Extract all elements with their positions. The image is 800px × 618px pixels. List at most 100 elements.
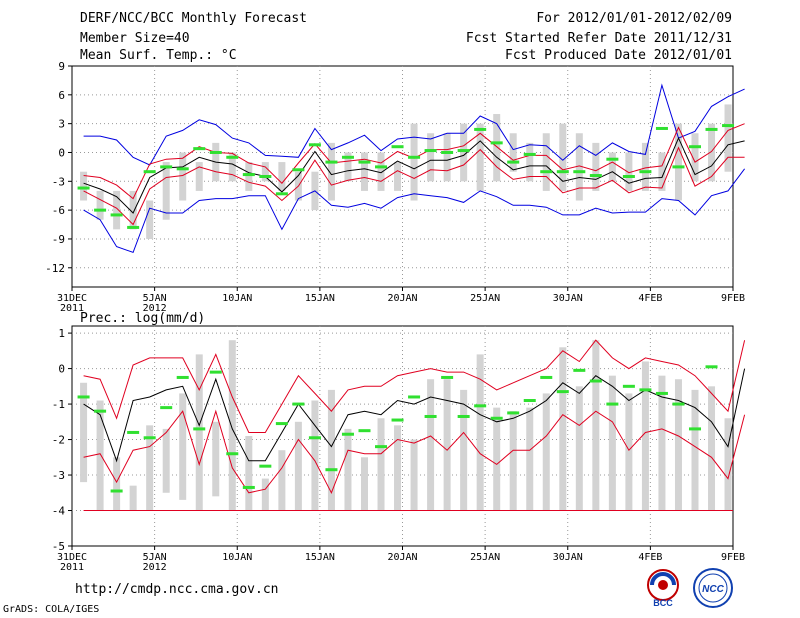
median-mark (375, 445, 388, 449)
median-mark (523, 399, 536, 403)
ensemble-box (212, 421, 220, 497)
grads-credit: GrADS: COLA/IGES (3, 604, 100, 615)
x-tick-label: 9FEB (721, 293, 745, 304)
ensemble-box (509, 133, 517, 172)
y-tick-label: 6 (58, 89, 65, 102)
y-tick-label: -9 (52, 233, 65, 246)
x-tick-label: 4FEB (638, 552, 662, 563)
ensemble-box (427, 379, 435, 511)
median-mark (176, 375, 189, 379)
x-tick-label: 9FEB (721, 552, 745, 563)
ncc-logo-text: NCC (702, 584, 724, 595)
median-mark (127, 430, 140, 434)
median-mark (193, 147, 206, 151)
ensemble-box (228, 340, 236, 511)
x-tick-label: 30JAN (553, 293, 583, 304)
median-mark (160, 406, 173, 410)
ensemble-box (592, 142, 600, 191)
median-mark (474, 127, 487, 131)
ensemble-box (195, 162, 203, 191)
median-mark (441, 375, 454, 379)
y-tick-label: 0 (58, 363, 65, 376)
x-tick-label: 15JAN (305, 293, 335, 304)
y-tick-label: 3 (58, 118, 65, 131)
y-tick-label: -6 (52, 204, 65, 217)
ensemble-box (394, 162, 402, 191)
ensemble-box (179, 152, 187, 201)
median-mark (110, 489, 123, 493)
median-mark (275, 192, 288, 196)
lower-spread-line (83, 146, 745, 226)
ensemble-box (641, 142, 649, 191)
ensemble-box (575, 386, 583, 511)
median-mark (375, 165, 388, 169)
forecast-started: Fcst Started Refer Date 2011/12/31 (465, 31, 732, 46)
median-mark (457, 149, 470, 153)
ensemble-box (674, 123, 682, 201)
ensemble-box (509, 411, 517, 511)
ensemble-box (575, 133, 583, 201)
median-mark (722, 124, 735, 128)
ensemble-box (129, 190, 137, 230)
ensemble-box (641, 361, 649, 511)
median-mark (77, 186, 90, 190)
ensemble-box (228, 152, 236, 182)
ensemble-box (493, 407, 501, 511)
upper-spread-line (83, 339, 746, 433)
median-mark (259, 175, 272, 178)
median-mark (127, 225, 140, 229)
variable-label: Mean Surf. Temp.: °C (80, 48, 237, 63)
ensemble-box (526, 407, 534, 511)
median-mark (209, 370, 222, 374)
ensemble-box (377, 152, 385, 191)
bcc-logo-text: BCC (653, 598, 673, 608)
x-tick-label: 15JAN (305, 552, 335, 563)
median-mark (606, 157, 619, 161)
ensemble-box (162, 428, 170, 493)
ensemble-box (129, 485, 137, 511)
ensemble-box (278, 450, 286, 511)
median-mark (308, 436, 321, 440)
member-size: Member Size=40 (80, 31, 190, 46)
ensemble-box (427, 133, 435, 182)
ensemble-box (542, 133, 550, 191)
ensemble-box (608, 152, 616, 182)
ensemble-box (327, 389, 335, 511)
median-mark (341, 432, 354, 436)
y-tick-label: -2 (52, 434, 65, 447)
median-mark (94, 208, 107, 212)
x-tick-year-label: 2012 (143, 562, 167, 573)
median-mark (688, 427, 701, 431)
x-tick-year-label: 2012 (143, 303, 167, 314)
y-tick-label: -1 (52, 398, 65, 411)
median-mark (209, 150, 222, 154)
median-mark (457, 414, 470, 418)
ensemble-box (691, 389, 699, 511)
ensemble-box (443, 133, 451, 182)
footer-url[interactable]: http://cmdp.ncc.cma.gov.cn (75, 582, 279, 597)
ensemble-box (96, 400, 104, 511)
ensemble-box (80, 382, 88, 483)
median-mark (176, 167, 189, 171)
ensemble-box (195, 354, 203, 511)
median-mark (325, 468, 338, 472)
x-tick-label: 5JAN (143, 552, 167, 563)
x-tick-label: 30JAN (553, 552, 583, 563)
median-mark (358, 429, 371, 433)
ensemble-box (179, 393, 187, 500)
median-mark (143, 170, 156, 174)
x-tick-year-label: 2011 (60, 562, 84, 573)
ensemble-box (443, 379, 451, 511)
lower-spread-line (83, 409, 746, 495)
forecast-produced: Fcst Produced Date 2012/01/01 (505, 48, 732, 63)
median-mark (589, 174, 602, 178)
ensemble-mean-line (83, 368, 746, 463)
ensemble-box (360, 457, 368, 511)
y-tick-label: 9 (58, 60, 65, 73)
ensemble-box (360, 152, 368, 191)
ensemble-box (559, 123, 567, 191)
median-mark (573, 368, 586, 372)
ensemble-box (724, 104, 732, 172)
